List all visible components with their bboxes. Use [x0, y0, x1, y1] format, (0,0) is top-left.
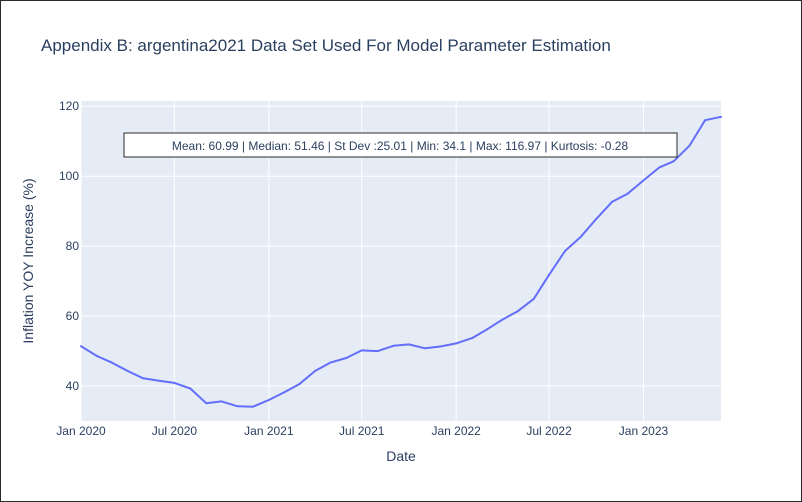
data-point [251, 405, 254, 408]
data-point [236, 405, 239, 408]
data-point [658, 166, 661, 169]
data-point [360, 349, 363, 352]
y-tick-label: 100 [59, 169, 79, 183]
x-tick-label: Jan 2023 [619, 424, 669, 438]
y-gridlines [81, 105, 721, 387]
data-point [283, 390, 286, 393]
x-tick-labels: Jan 2020 Jul 2020 Jan 2021 Jul 2021 Jan 2022… [56, 424, 668, 438]
x-tick-label: Jan 2022 [431, 424, 481, 438]
data-point [471, 337, 474, 340]
data-point [626, 192, 629, 195]
x-axis-title: Date [386, 448, 416, 464]
annotation-box [123, 132, 678, 158]
data-point [455, 342, 458, 345]
data-point [611, 200, 614, 203]
data-point [110, 361, 113, 364]
x-tick-label: Jul 2020 [152, 424, 198, 438]
data-point [392, 344, 395, 347]
data-point [142, 377, 145, 380]
data-point [548, 273, 551, 276]
data-point [485, 328, 488, 331]
data-point [345, 357, 348, 360]
data-point [407, 343, 410, 346]
data-point [672, 160, 675, 163]
y-axis-title: Inflation YOY Increase (%) [20, 178, 36, 343]
data-point [501, 318, 504, 321]
data-point [158, 379, 161, 382]
stats-annotation: Mean: 60.99 | Median: 51.46 | St Dev :25… [172, 139, 629, 153]
data-point [220, 400, 223, 403]
data-point [189, 387, 192, 390]
data-point [267, 399, 270, 402]
data-point [205, 402, 208, 405]
data-point [329, 361, 332, 364]
data-point [720, 115, 722, 118]
data-point [532, 297, 535, 300]
chart-title: Appendix B: argentina2021 Data Set Used … [41, 36, 611, 55]
y-tick-label: 80 [66, 239, 80, 253]
y-tick-label: 60 [66, 309, 80, 323]
x-tick-label: Jul 2022 [526, 424, 572, 438]
data-point [80, 345, 82, 348]
x-tick-label: Jan 2020 [56, 424, 106, 438]
data-point [704, 119, 707, 122]
data-point [314, 369, 317, 372]
data-point [595, 217, 598, 220]
data-point [126, 369, 129, 372]
y-tick-labels: 40 60 80 100 120 [59, 99, 79, 393]
data-point [642, 179, 645, 182]
data-point [563, 250, 566, 253]
y-tick-label: 120 [59, 99, 79, 113]
data-point [688, 144, 691, 147]
data-point [423, 347, 426, 350]
x-tick-label: Jan 2021 [244, 424, 294, 438]
data-point [376, 350, 379, 353]
y-tick-label: 40 [66, 379, 80, 393]
data-points [80, 115, 722, 408]
data-point [298, 383, 301, 386]
series-line [80, 115, 722, 408]
data-point [439, 345, 442, 348]
data-point [516, 310, 519, 313]
data-point [173, 381, 176, 384]
data-point [579, 235, 582, 238]
data-point [95, 354, 98, 357]
x-tick-label: Jul 2021 [339, 424, 385, 438]
